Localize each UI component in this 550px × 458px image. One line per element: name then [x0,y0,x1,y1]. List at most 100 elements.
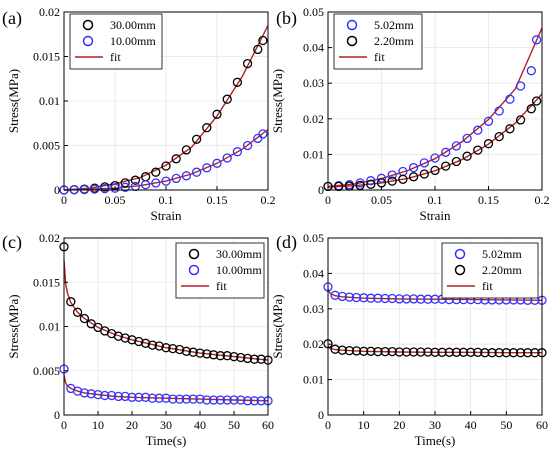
data-point-30.00mm [208,350,219,360]
x-tick-label: 0 [61,418,67,432]
data-point-10.00mm [161,176,171,186]
x-tick-label: 0.2 [261,193,276,207]
data-point-30.00mm [202,349,212,359]
data-point-5.02mm [366,293,376,303]
panel-label: (c) [2,232,22,253]
data-point-10.00mm [202,395,212,405]
data-point-2.20mm [508,348,519,358]
data-point-2.20mm [423,347,433,357]
y-tick-label: 0.02 [39,5,60,19]
data-point-10.00mm [100,184,110,194]
data-point-2.20mm [451,156,462,167]
x-tick-label: 0 [61,193,67,207]
x-tick-label: 40 [194,418,206,432]
x-tick-label: 0.1 [428,193,443,207]
data-point-5.02mm [344,292,355,302]
x-tick-label: 20 [126,418,138,432]
data-point-5.02mm [337,291,347,302]
legend-label: fit [216,279,227,293]
data-point-10.00mm [120,182,130,192]
y-tick-label: 0.03 [303,76,324,90]
data-point-5.02mm [430,294,440,304]
x-tick-label: 0.15 [478,193,499,207]
panel-label: (d) [276,232,297,253]
data-point-5.02mm [408,294,419,304]
y-axis-label: Stress(MPa) [270,294,285,358]
y-tick-label: 0 [318,408,324,422]
data-point-10.00mm [151,178,161,188]
y-tick-label: 0.03 [303,302,324,316]
data-point-5.02mm [330,290,340,300]
y-tick-label: 0.02 [39,231,60,245]
x-axis-label: Strain [150,208,182,223]
data-point-30.00mm [195,348,205,358]
data-point-10.00mm [222,153,232,163]
data-point-2.20mm [526,104,536,114]
legend-label: 10.00mm [216,263,262,277]
data-point-10.00mm [72,386,83,396]
data-point-10.00mm [249,396,260,406]
x-tick-label: 50 [500,418,512,432]
data-point-5.02mm [473,125,483,135]
data-point-2.20mm [505,124,515,134]
legend: 5.02mm 2.20mm fit [333,13,423,70]
data-point-30.00mm [120,178,130,188]
data-point-30.00mm [249,354,260,364]
data-point-2.20mm [359,346,369,356]
data-point-2.20mm [531,96,542,106]
y-tick-label: 0.05 [303,5,324,19]
data-point-30.00mm [222,94,232,104]
y-tick-label: 0.015 [33,275,60,289]
data-point-10.00mm [174,394,185,404]
y-axis-label: Stress(MPa) [6,69,21,133]
legend-marker [346,19,358,31]
data-point-10.00mm [242,396,253,406]
data-point-30.00mm [202,123,212,133]
y-tick-label: 0 [318,183,324,197]
y-tick-label: 0.04 [303,41,324,55]
data-point-5.02mm [366,176,376,186]
data-point-30.00mm [72,307,83,317]
data-point-30.00mm [130,175,141,185]
y-tick-label: 0.02 [303,112,324,126]
data-point-30.00mm [147,340,158,350]
data-point-2.20mm [480,348,490,358]
legend-label: 30.00mm [216,247,262,261]
legend-label: 30.00mm [110,18,156,32]
x-axis-label: Strain [419,208,451,223]
legend-box [69,13,163,70]
data-point-5.02mm [494,106,504,116]
data-point-10.00mm [86,389,96,399]
data-point-30.00mm [134,336,144,347]
data-point-30.00mm [79,313,90,324]
legend-label: 10.00mm [110,34,156,48]
data-point-5.02mm [451,141,462,151]
data-point-10.00mm [168,394,178,404]
data-point-10.00mm [106,390,117,401]
data-point-5.02mm [387,293,397,304]
data-point-2.20mm [387,176,397,186]
x-tick-label: 40 [465,418,477,432]
legend-marker [188,248,200,260]
data-point-10.00mm [256,396,266,406]
data-point-2.20mm [401,347,412,357]
data-point-5.02mm [423,294,433,304]
data-point-5.02mm [416,294,426,304]
data-point-2.20mm [494,348,504,358]
data-point-30.00mm [229,351,239,362]
y-tick-label: 0.005 [33,139,60,153]
x-tick-label: 20 [393,418,405,432]
data-point-30.00mm [191,134,202,144]
data-point-5.02mm [515,81,526,91]
data-point-5.02mm [526,66,536,76]
data-point-30.00mm [236,352,246,363]
data-point-10.00mm [188,394,198,404]
x-tick-label: 60 [536,418,548,432]
panel-2: 0 0.05 0.1 0.15 0.2 0 0.01 0.02 0.03 0.04 0.05 Stra… [270,5,550,223]
x-tick-label: 0 [325,418,331,432]
data-point-10.00mm [161,393,171,403]
x-tick-label: 30 [429,418,441,432]
data-point-10.00mm [147,393,158,403]
legend-box [333,13,423,70]
data-point-5.02mm [351,292,362,303]
